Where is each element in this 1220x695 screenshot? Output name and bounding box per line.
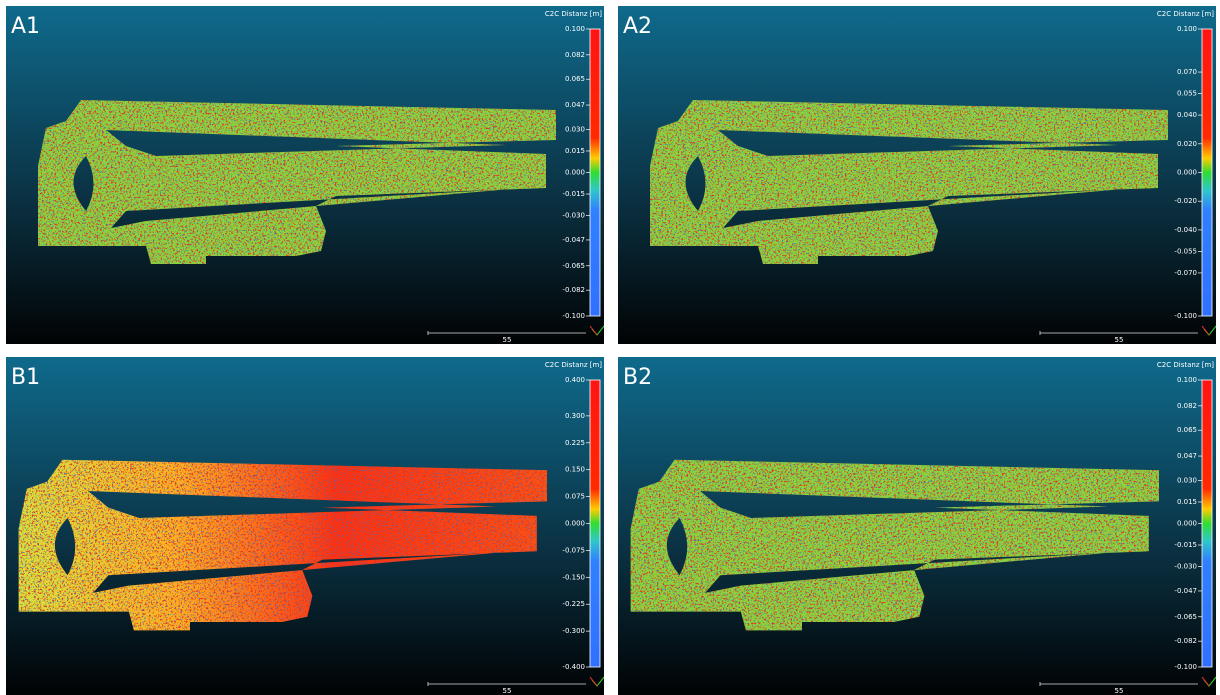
colorbar-tick-label: 0.082 xyxy=(565,51,585,59)
colorbar-tick-label: -0.047 xyxy=(562,236,585,244)
colorbar xyxy=(590,380,600,667)
colorbar-tick-label: -0.015 xyxy=(1174,541,1197,549)
scale-bar-label: 55 xyxy=(503,336,512,344)
colorbar-tick-label: -0.065 xyxy=(562,262,585,270)
colorbar-tick-label: -0.015 xyxy=(562,190,585,198)
colorbar-tick-label: 0.300 xyxy=(565,412,585,420)
viewer-panel: B1 C2C Distanz [m] 0.400 0.300 0.225 0.150 0.0… xyxy=(6,357,604,695)
colorbar-tick-label: 0.082 xyxy=(1177,402,1197,410)
viewer-panel: A2 C2C Distanz [m] 0.100 0.070 0.055 0.040 0.0… xyxy=(618,6,1216,344)
colorbar xyxy=(1202,380,1212,667)
colorbar-tick-label: -0.040 xyxy=(1174,226,1197,234)
colorbar-tick-label: 0.040 xyxy=(1177,111,1197,119)
scale-bar-label: 55 xyxy=(1115,336,1124,344)
colorbar-tick-label: 0.225 xyxy=(565,439,585,447)
colorbar-tick-label: 0.150 xyxy=(565,466,585,474)
colorbar-tick-label: 0.100 xyxy=(565,25,585,33)
colorbar-tick-label: -0.055 xyxy=(1174,247,1197,255)
colorbar-tick-label: -0.065 xyxy=(1174,613,1197,621)
panel-label: B2 xyxy=(623,365,652,390)
colorbar-tick-label: -0.300 xyxy=(562,627,585,635)
panel-label: B1 xyxy=(11,365,40,390)
colorbar xyxy=(590,29,600,316)
colorbar-tick-label: -0.070 xyxy=(1174,269,1197,277)
colorbar-tick-label: 0.000 xyxy=(1177,169,1197,177)
colorbar-tick-label: 0.000 xyxy=(565,169,585,177)
colorbar-tick-label: -0.030 xyxy=(1174,563,1197,571)
colorbar-tick-label: 0.015 xyxy=(1177,498,1197,506)
colorbar-tick-label: 0.075 xyxy=(565,493,585,501)
colorbar xyxy=(1202,29,1212,316)
colorbar-tick-label: -0.225 xyxy=(562,600,585,608)
colorbar-tick-label: 0.000 xyxy=(1177,520,1197,528)
colorbar-tick-label: 0.100 xyxy=(1177,376,1197,384)
colorbar-tick-label: 0.400 xyxy=(565,376,585,384)
colorbar-tick-label: -0.150 xyxy=(562,573,585,581)
colorbar-tick-label: -0.100 xyxy=(562,312,585,320)
colorbar-tick-label: 0.055 xyxy=(1177,90,1197,98)
colorbar-tick-label: 0.020 xyxy=(1177,140,1197,148)
colorbar-title: C2C Distanz [m] xyxy=(1157,10,1214,18)
colorbar-tick-label: -0.075 xyxy=(562,546,585,554)
colorbar-tick-label: -0.030 xyxy=(562,212,585,220)
colorbar-tick-label: -0.100 xyxy=(1174,312,1197,320)
colorbar-title: C2C Distanz [m] xyxy=(545,10,602,18)
colorbar-tick-label: 0.065 xyxy=(1177,426,1197,434)
colorbar-tick-label: -0.082 xyxy=(562,286,585,294)
colorbar-title: C2C Distanz [m] xyxy=(545,361,602,369)
colorbar-tick-label: -0.082 xyxy=(1174,637,1197,645)
scale-bar-label: 55 xyxy=(503,687,512,695)
colorbar-tick-label: -0.100 xyxy=(1174,663,1197,671)
colorbar-tick-label: 0.030 xyxy=(565,125,585,133)
colorbar-tick-label: 0.065 xyxy=(565,75,585,83)
viewer-panel: A1 C2C Distanz [m] 0.100 0.082 0.065 0.047 0.0… xyxy=(6,6,604,344)
colorbar-tick-label: 0.000 xyxy=(565,520,585,528)
colorbar-tick-label: -0.047 xyxy=(1174,587,1197,595)
viewer-panel: B2 C2C Distanz [m] 0.100 0.082 0.065 0.047 0.0… xyxy=(618,357,1216,695)
panel-label: A1 xyxy=(11,14,40,39)
colorbar-tick-label: 0.047 xyxy=(1177,452,1197,460)
colorbar-tick-label: 0.047 xyxy=(565,101,585,109)
colorbar-tick-label: 0.015 xyxy=(565,147,585,155)
colorbar-tick-label: 0.030 xyxy=(1177,476,1197,484)
colorbar-tick-label: -0.400 xyxy=(562,663,585,671)
colorbar-tick-label: 0.070 xyxy=(1177,68,1197,76)
colorbar-tick-label: 0.100 xyxy=(1177,25,1197,33)
colorbar-title: C2C Distanz [m] xyxy=(1157,361,1214,369)
scale-bar-label: 55 xyxy=(1115,687,1124,695)
panel-label: A2 xyxy=(623,14,652,39)
colorbar-tick-label: -0.020 xyxy=(1174,197,1197,205)
